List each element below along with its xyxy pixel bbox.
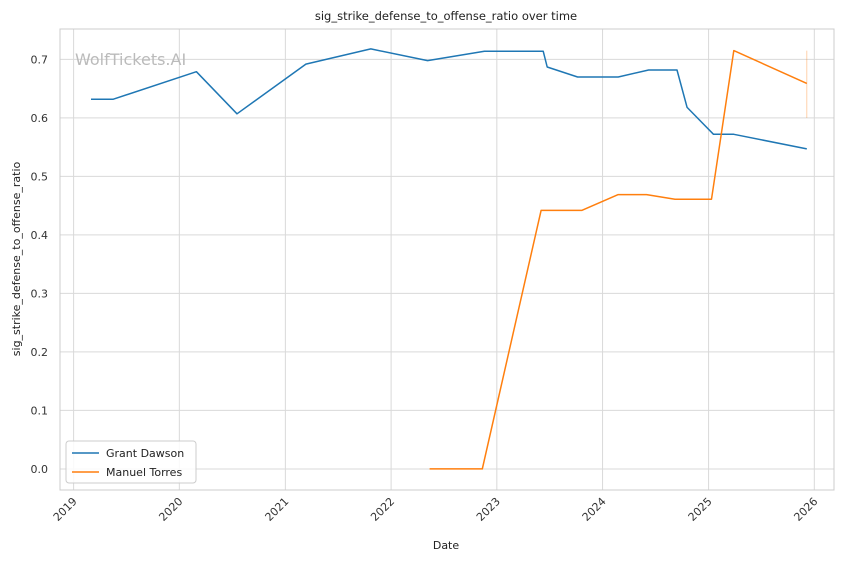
y-tick-label: 0.1 [31,404,49,417]
legend-label-1: Manuel Torres [106,466,182,479]
y-tick-label: 0.2 [31,346,49,359]
legend-label-0: Grant Dawson [106,447,184,460]
y-tick-label: 0.4 [31,229,49,242]
watermark-text: WolfTickets.AI [75,50,186,69]
y-tick-label: 0.0 [31,463,49,476]
y-tick-label: 0.6 [31,112,49,125]
plot-frame [59,28,835,491]
series-layer [91,48,808,470]
series-line-0 [91,48,807,150]
x-axis-label: Date [433,539,460,552]
y-tick-label: 0.7 [31,53,49,66]
y-axis-ticks: 0.0 0.1 0.2 0.3 0.4 0.5 0.6 0.7 [31,53,49,476]
y-tick-label: 0.5 [31,170,49,183]
series-line-1 [429,49,808,470]
legend: Grant Dawson Manuel Torres [65,440,197,484]
y-tick-label: 0.3 [31,287,49,300]
y-axis-label: sig_strike_defense_to_offense_ratio [10,162,23,357]
chart-title: sig_strike_defense_to_offense_ratio over… [315,9,577,23]
